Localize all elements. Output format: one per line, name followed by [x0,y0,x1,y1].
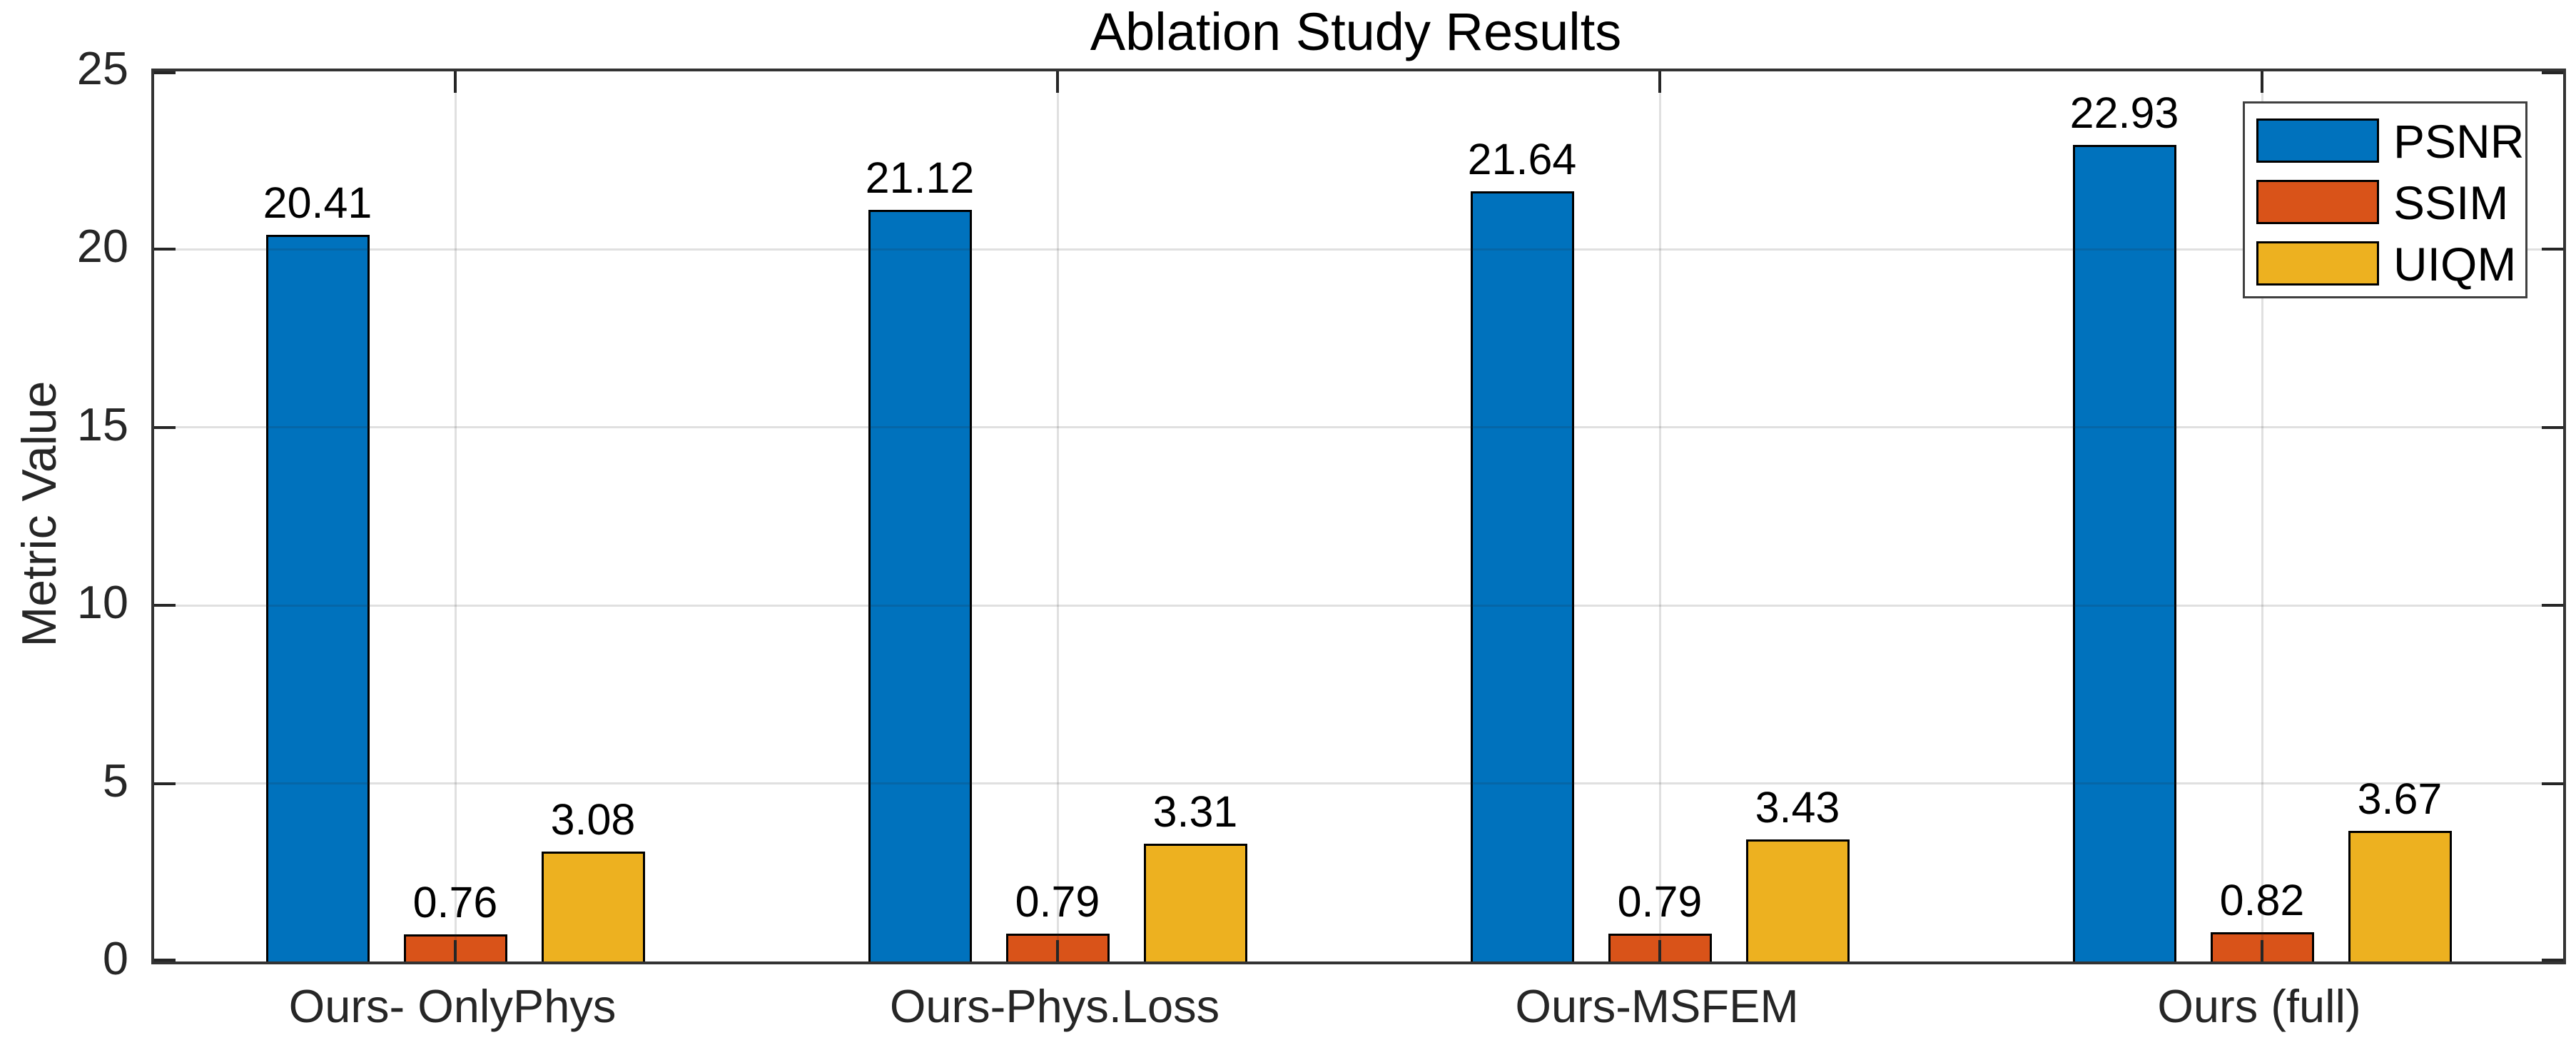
y-tick-label-10: 10 [76,576,128,629]
h-gridline-5 [154,782,2563,785]
y-tick-right-15 [2542,425,2563,429]
bar-value-psnr-1: 21.12 [865,153,975,202]
y-tick-right-20 [2542,248,2563,251]
bar-value-uiqm-1: 3.31 [1152,787,1238,836]
y-axis-label: Metric Value [12,380,66,647]
y-tick-label-5: 5 [102,754,128,807]
legend-label-psnr: PSNR [2393,115,2525,168]
chart-title: Ablation Study Results [1090,2,1622,61]
x-tick-bottom-3 [2261,940,2263,961]
h-gridline-10 [154,604,2563,607]
x-tick-top-1 [1056,71,1059,93]
y-tick-left-20 [154,248,176,251]
h-gridline-15 [154,426,2563,429]
bar-value-psnr-0: 20.41 [263,178,372,227]
x-tick-bottom-1 [1056,940,1059,961]
y-tick-label-20: 20 [76,220,128,273]
legend-label-uiqm: UIQM [2393,238,2517,291]
bar-value-psnr-2: 21.64 [1467,134,1577,183]
bar-uiqm-3 [2348,830,2452,961]
y-tick-left-15 [154,425,176,429]
bar-uiqm-2 [1745,839,1850,961]
x-tick-top-0 [454,71,457,93]
v-gridline-2 [1658,71,1661,961]
plot-area: 20.41 0.76 3.08 21.12 0.79 3.31 21.64 0.79 3.43 2… [151,69,2566,964]
y-tick-label-25: 25 [76,42,128,94]
bar-value-ssim-3: 0.82 [2219,876,2305,925]
legend-entry-uiqm: UIQM [2245,233,2525,295]
bar-value-ssim-1: 0.79 [1015,877,1100,926]
y-tick-left-0 [154,959,176,961]
legend-swatch-ssim [2256,180,2379,224]
legend-entry-psnr: PSNR [2245,111,2525,172]
legend-swatch-uiqm [2256,241,2379,286]
x-tick-label-2: Ours-MSFEM [1515,980,1799,1032]
y-tick-right-0 [2542,959,2563,961]
bar-value-ssim-2: 0.79 [1617,877,1703,926]
x-tick-bottom-2 [1658,940,1661,961]
bar-value-ssim-0: 0.76 [412,878,498,927]
y-tick-left-10 [154,604,176,607]
bar-value-psnr-3: 22.93 [2069,89,2179,138]
bar-psnr-1 [868,209,972,961]
bar-value-uiqm-2: 3.43 [1755,782,1840,832]
y-tick-left-25 [154,71,176,74]
y-tick-label-15: 15 [76,398,128,450]
h-gridline-20 [154,248,2563,251]
bar-value-uiqm-3: 3.67 [2357,774,2443,823]
x-tick-bottom-0 [454,940,457,961]
y-tick-left-5 [154,782,176,785]
x-tick-top-3 [2261,71,2263,93]
v-gridline-0 [454,71,457,961]
legend: PSNR SSIM UIQM [2243,101,2527,298]
x-tick-label-0: Ours- OnlyPhys [288,980,617,1032]
y-tick-right-25 [2542,71,2563,74]
bar-psnr-0 [265,234,370,961]
x-tick-label-3: Ours (full) [2157,980,2361,1032]
bar-value-uiqm-0: 3.08 [550,795,636,844]
bar-uiqm-0 [541,852,645,961]
legend-swatch-psnr [2256,118,2379,163]
x-tick-label-1: Ours-Phys.Loss [889,980,1220,1032]
x-tick-top-2 [1658,71,1661,93]
v-gridline-1 [1056,71,1059,961]
y-tick-label-0: 0 [102,932,128,984]
y-tick-right-10 [2542,604,2563,607]
y-tick-right-5 [2542,782,2563,785]
bar-uiqm-1 [1143,843,1247,961]
legend-entry-ssim: SSIM [2245,172,2525,233]
bar-psnr-3 [2072,145,2176,961]
bar-psnr-2 [1470,191,1574,961]
v-gridline-3 [2261,71,2263,961]
legend-label-ssim: SSIM [2393,176,2509,229]
